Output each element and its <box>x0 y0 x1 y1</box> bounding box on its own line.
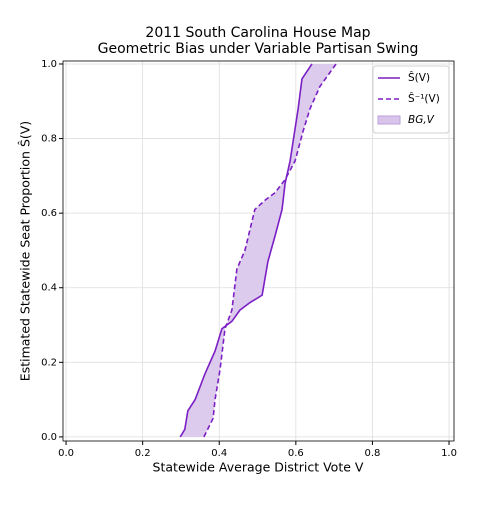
y-tick-label: 0.2 <box>41 357 57 368</box>
y-tick-label: 0.0 <box>41 432 57 443</box>
y-tick-label: 0.8 <box>41 134 57 145</box>
y-axis-label: Estimated Statewide Seat Proportion Ŝ(V) <box>18 121 33 381</box>
y-tick-label: 0.6 <box>41 208 57 219</box>
chart-title: 2011 South Carolina House Map <box>145 25 370 41</box>
legend-label: BG,V <box>408 114 435 126</box>
legend-label: Ŝ(V) <box>408 71 430 84</box>
x-tick-label: 0.2 <box>135 448 151 459</box>
x-tick-label: 1.0 <box>441 448 457 459</box>
plot-frame <box>62 60 455 442</box>
line <box>203 63 337 438</box>
x-axis-label: Statewide Average District Vote V <box>153 460 364 475</box>
y-tick-label: 0.4 <box>41 283 57 294</box>
chart-subtitle: Geometric Bias under Variable Partisan S… <box>98 41 419 57</box>
x-tick-label: 0.6 <box>288 448 304 459</box>
x-tick-label: 0.4 <box>211 448 227 459</box>
x-tick-label: 0.8 <box>364 448 380 459</box>
bias-area <box>180 63 337 437</box>
y-tick-label: 1.0 <box>41 59 57 70</box>
legend-swatch <box>377 115 401 125</box>
legend-label: Ŝ⁻¹(V) <box>408 92 440 105</box>
x-tick-label: 0.0 <box>58 448 74 459</box>
line <box>179 63 313 438</box>
